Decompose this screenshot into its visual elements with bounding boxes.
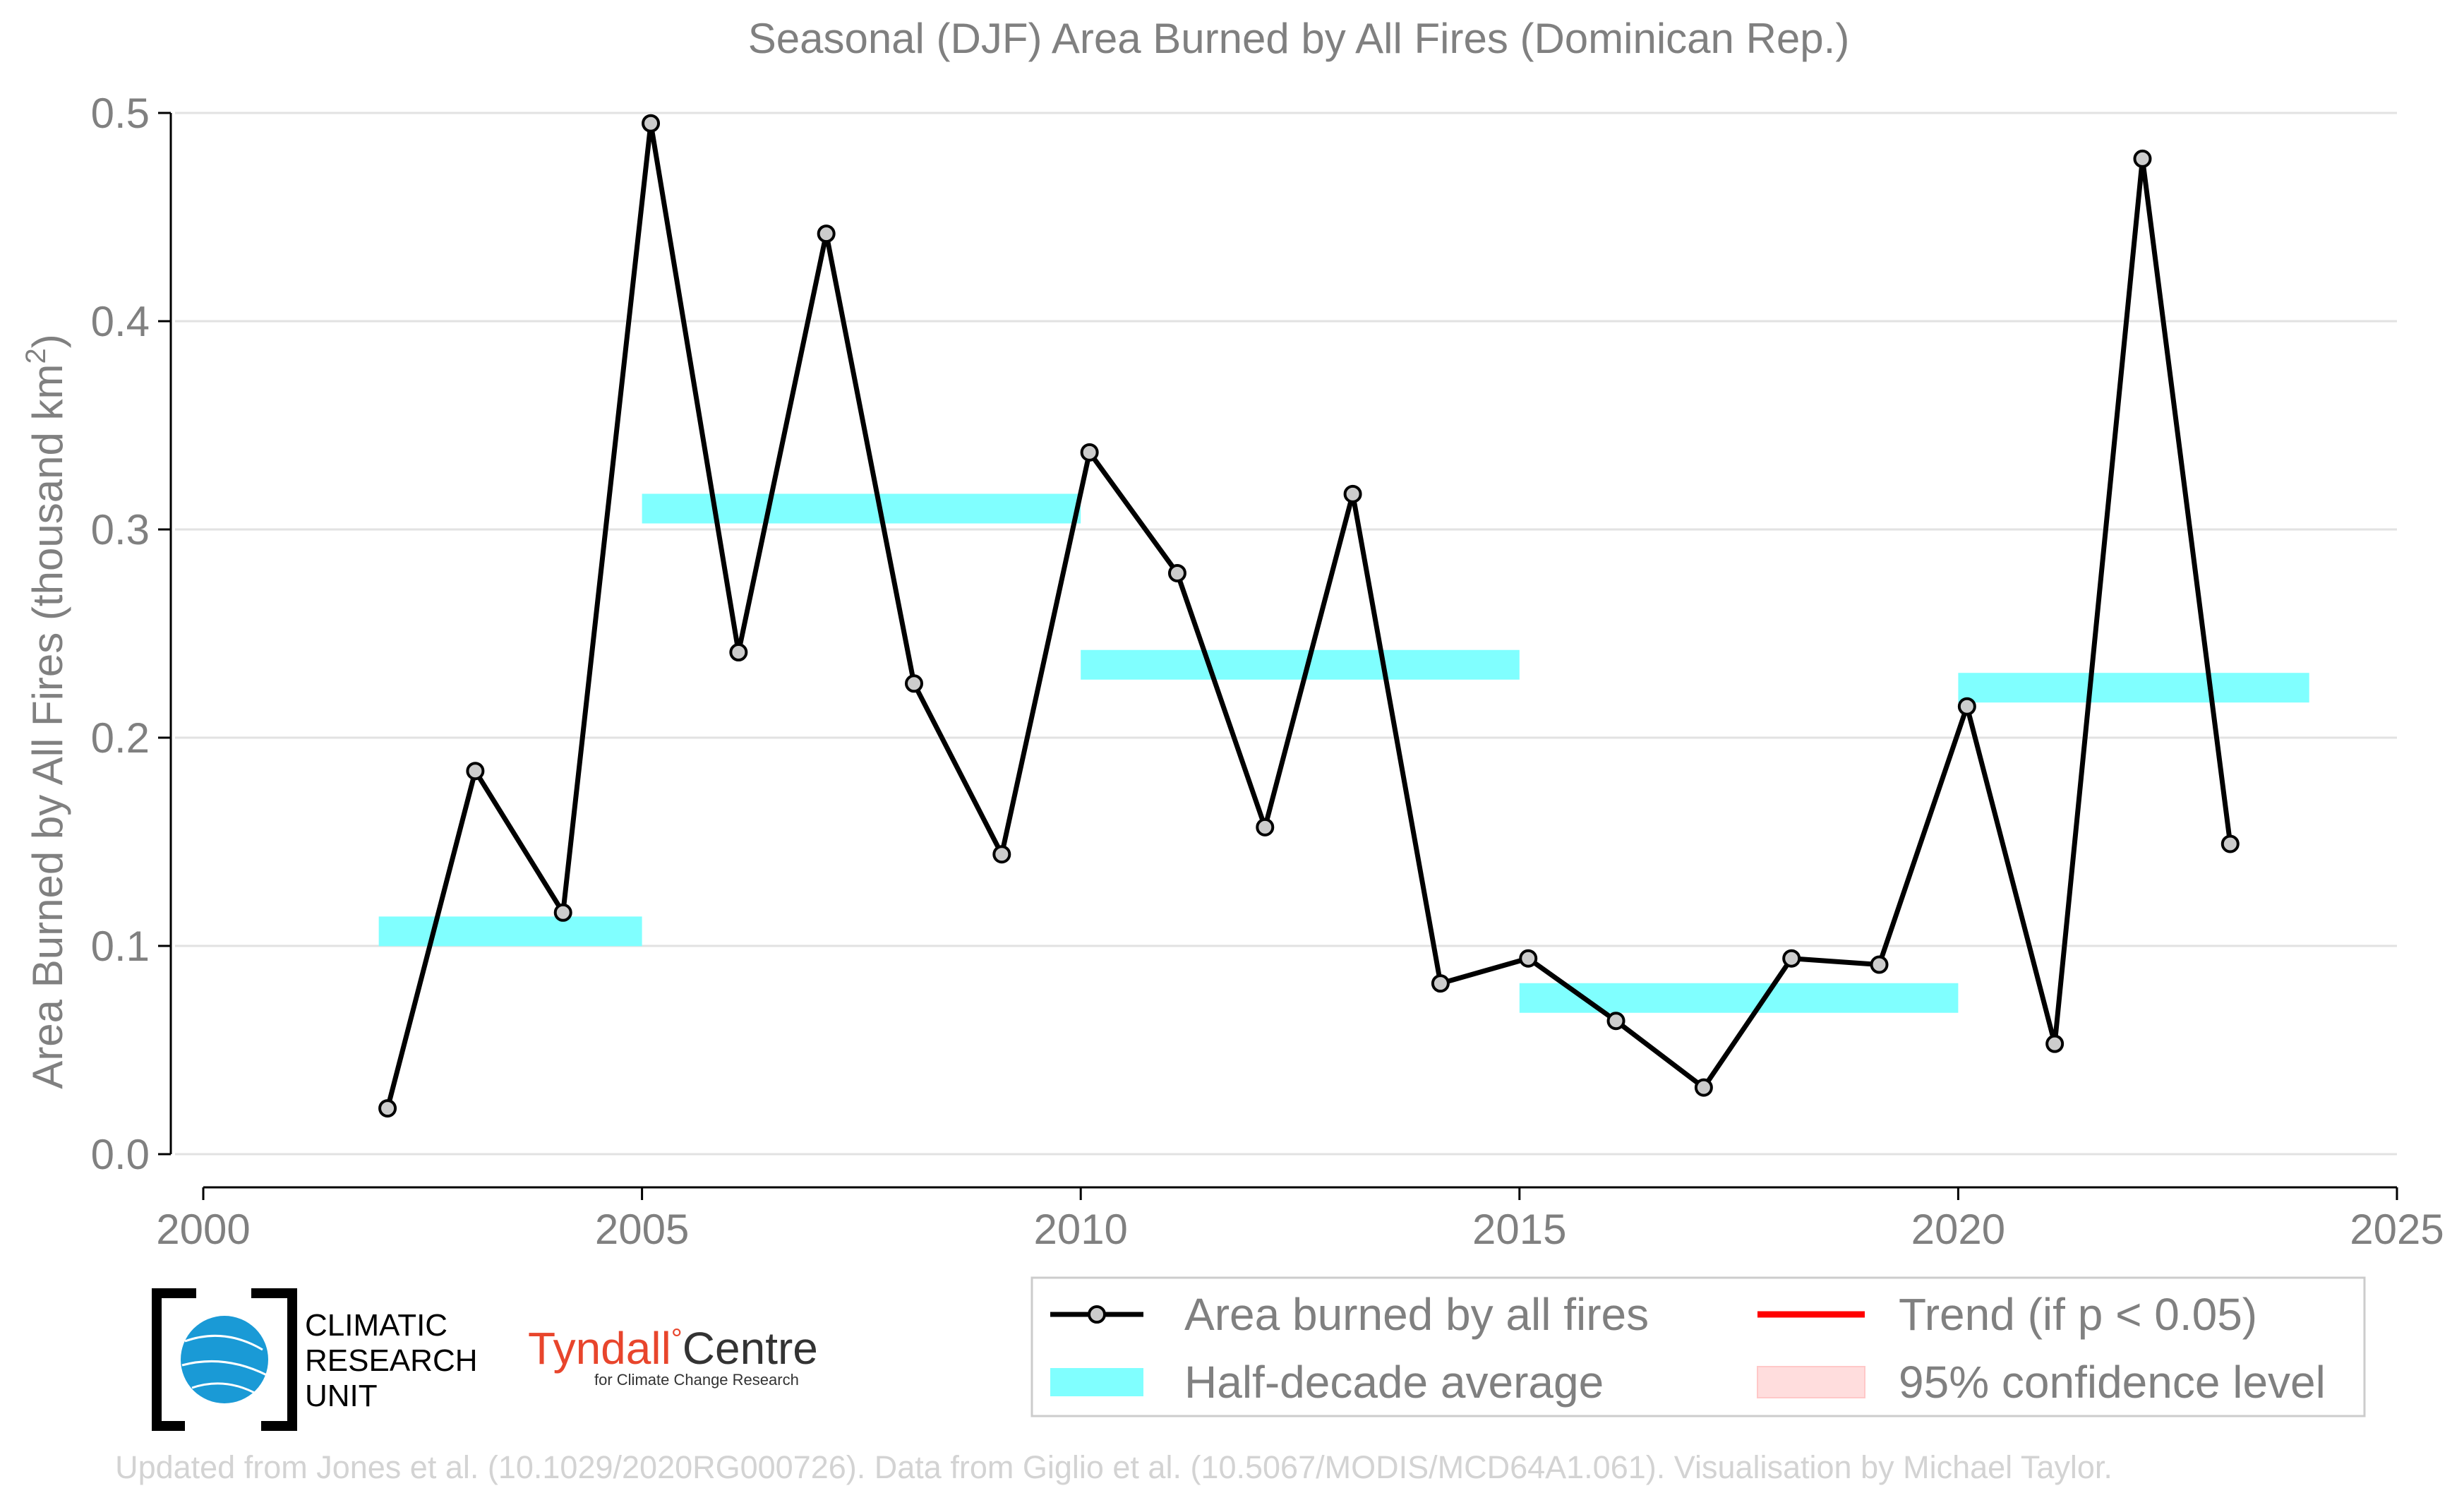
data-point <box>1870 955 1889 974</box>
tyndall-logo: Tyndall°Centre for Climate Change Resear… <box>528 1323 818 1389</box>
footer-credits: Updated from Jones et al. (10.1029/2020R… <box>115 1449 2113 1485</box>
data-point <box>1167 563 1186 582</box>
tyndall-degree: ° <box>671 1324 683 1355</box>
grid <box>175 112 2397 1156</box>
half-decade-bands <box>378 493 2309 1013</box>
cru-logo-bracket-right <box>251 1288 297 1431</box>
data-point <box>729 643 748 662</box>
data-point <box>1519 949 1538 968</box>
y-tick-label: 0.2 <box>91 714 150 762</box>
cru-globe-lines <box>181 1334 268 1396</box>
cru-text-line1: CLIMATIC <box>305 1308 447 1343</box>
x-tick-label: 2020 <box>1911 1206 2005 1253</box>
data-point <box>817 224 836 244</box>
half-decade-average-bar <box>1081 649 1520 680</box>
data-point <box>466 762 485 781</box>
y-axis-label: Area Burned by All Fires (thousand km2) <box>20 334 71 1089</box>
chart-title: Seasonal (DJF) Area Burned by All Fires … <box>748 15 1850 62</box>
half-decade-average-bar <box>1958 673 2309 703</box>
x-tick-label: 2005 <box>595 1206 689 1253</box>
data-point <box>1431 974 1450 993</box>
tyndall-subtitle: for Climate Change Research <box>594 1371 799 1389</box>
x-tick-label: 2000 <box>156 1206 250 1253</box>
y-tick-label: 0.5 <box>91 90 150 137</box>
x-tick-label: 2025 <box>2350 1206 2444 1253</box>
legend-swatch-confidence <box>1757 1366 1865 1398</box>
half-decade-average-bar <box>1519 983 1959 1013</box>
data-point <box>1256 817 1275 837</box>
data-point <box>1957 697 1976 716</box>
cru-text-line2: RESEARCH <box>305 1343 478 1378</box>
data-point <box>642 114 661 133</box>
data-point <box>1782 949 1801 968</box>
cru-logo: CLIMATIC RESEARCH UNIT <box>152 1288 478 1431</box>
legend-marker-area-burned <box>1088 1305 1106 1324</box>
legend-label-area-burned: Area burned by all fires <box>1184 1289 1649 1340</box>
legend-box <box>1030 1276 2366 1417</box>
cru-logo-bracket-left <box>152 1288 196 1431</box>
data-point <box>992 845 1011 864</box>
data-point <box>1343 484 1362 503</box>
y-axis: 0.0 0.1 0.2 0.3 0.4 0.5 <box>91 90 172 1178</box>
series <box>378 114 2240 1118</box>
y-axis-label-close: ) <box>24 334 71 348</box>
data-point <box>1080 443 1099 462</box>
data-point <box>378 1099 397 1118</box>
y-tick-label: 0.1 <box>91 923 150 970</box>
data-point <box>1694 1078 1713 1097</box>
legend: Area burned by all fires Trend (if p < 0… <box>1030 1276 2366 1417</box>
x-tick-label: 2015 <box>1472 1206 1566 1253</box>
x-tick-label: 2010 <box>1033 1206 1127 1253</box>
half-decade-average-bar <box>642 493 1081 524</box>
y-tick-label: 0.4 <box>91 298 150 345</box>
data-point <box>2133 149 2152 168</box>
half-decade-average-bar <box>378 916 642 947</box>
data-point <box>904 674 923 693</box>
cru-text-line3: UNIT <box>305 1379 378 1413</box>
data-point <box>2045 1034 2065 1053</box>
y-tick-label: 0.0 <box>91 1131 150 1178</box>
x-axis: 2000 2005 2010 2015 2020 2025 <box>156 1186 2444 1253</box>
cru-globe-icon <box>181 1316 268 1403</box>
y-axis-label-sup: 2 <box>20 348 52 364</box>
legend-label-trend: Trend (if p < 0.05) <box>1899 1289 2257 1340</box>
tyndall-name-centre: Centre <box>683 1323 818 1374</box>
series-line <box>385 121 2233 1109</box>
legend-swatch-half-decade <box>1050 1368 1143 1396</box>
data-point <box>553 903 572 922</box>
legend-label-confidence: 95% confidence level <box>1899 1357 2326 1408</box>
data-point <box>1606 1012 1625 1031</box>
tyndall-name: Tyndall°Centre <box>528 1323 818 1374</box>
data-point <box>2220 834 2240 853</box>
legend-label-half-decade: Half-decade average <box>1184 1357 1604 1408</box>
y-tick-label: 0.3 <box>91 506 150 553</box>
